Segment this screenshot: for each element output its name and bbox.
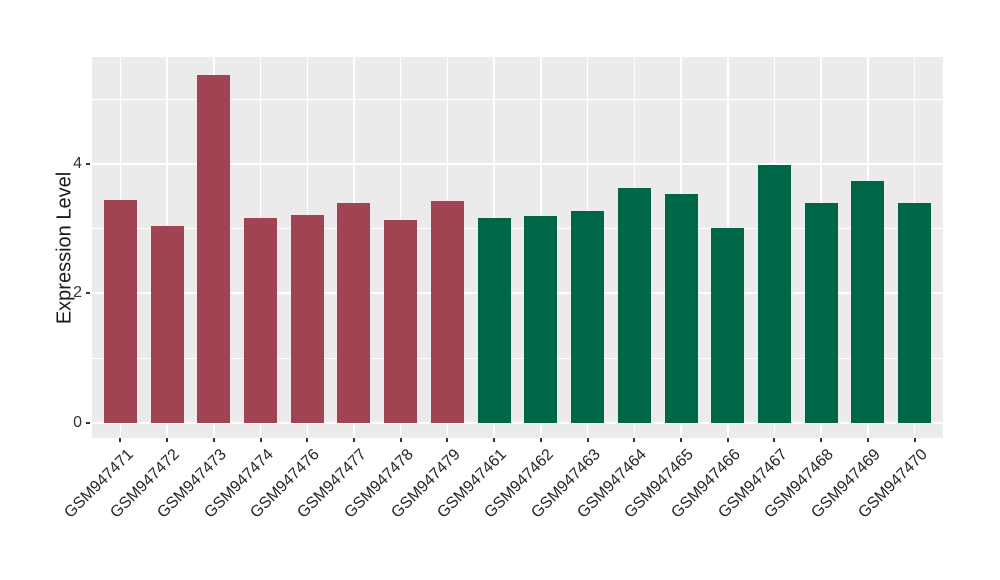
bar-GSM947464 [617, 187, 651, 423]
x-tick-mark [166, 438, 169, 442]
y-tick-mark [86, 292, 90, 295]
y-tick-label: 4 [73, 154, 82, 172]
y-tick-label: 0 [73, 414, 82, 431]
bar-GSM947468 [804, 202, 838, 423]
gridline-major-horizontal [92, 422, 943, 424]
x-tick-mark [586, 438, 589, 442]
bar-GSM947476 [290, 215, 324, 423]
bar-GSM947465 [664, 193, 698, 423]
x-tick-mark [212, 438, 215, 442]
plot-panel [92, 57, 943, 438]
bar-GSM947477 [337, 202, 371, 423]
bar-GSM947470 [898, 202, 932, 423]
x-tick-mark [399, 438, 402, 442]
bar-GSM947463 [571, 210, 605, 423]
x-tick-mark [726, 438, 729, 442]
x-tick-mark [633, 438, 636, 442]
y-tick-label: 2 [73, 284, 82, 302]
gridline-major-horizontal [92, 162, 943, 165]
bar-GSM947469 [851, 180, 885, 423]
x-tick-mark [119, 438, 122, 442]
bar-GSM947471 [103, 200, 137, 423]
bar-GSM947474 [244, 218, 278, 423]
bar-GSM947478 [384, 219, 418, 423]
gridline-minor-horizontal [92, 228, 943, 230]
y-tick-mark [86, 162, 90, 165]
x-tick-mark [773, 438, 776, 442]
bar-GSM947479 [430, 201, 464, 423]
x-tick-mark [493, 438, 496, 442]
x-tick-mark [352, 438, 355, 442]
gridline-minor-horizontal [92, 98, 943, 100]
bar-GSM947472 [150, 226, 184, 423]
x-tick-mark [259, 438, 262, 442]
x-tick-mark [680, 438, 683, 442]
x-tick-mark [306, 438, 309, 442]
bar-GSM947462 [524, 216, 558, 423]
bar-GSM947473 [197, 74, 231, 423]
x-tick-mark [820, 438, 823, 442]
x-tick-mark [866, 438, 869, 442]
x-tick-mark [913, 438, 916, 442]
x-tick-mark [446, 438, 449, 442]
bar-GSM947461 [477, 218, 511, 423]
bar-GSM947466 [711, 228, 745, 423]
y-tick-mark [86, 422, 90, 424]
bar-GSM947467 [757, 165, 791, 423]
x-tick-mark [539, 438, 542, 442]
gridline-minor-horizontal [92, 357, 943, 359]
gridline-major-horizontal [92, 292, 943, 295]
